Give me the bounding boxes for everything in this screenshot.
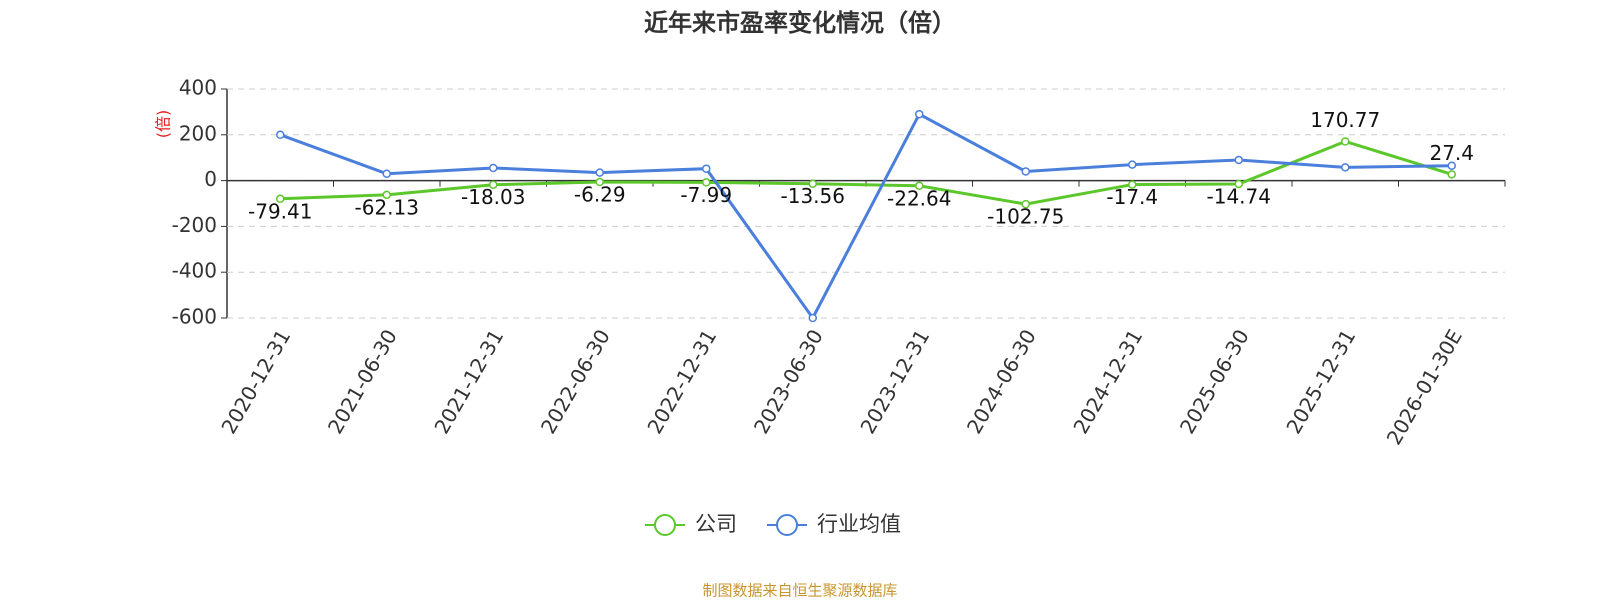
x-tick-label: 2025-12-31 bbox=[1281, 325, 1360, 438]
data-label: -62.13 bbox=[355, 195, 419, 219]
data-point bbox=[595, 168, 604, 177]
data-point bbox=[1021, 167, 1030, 176]
data-label: -6.29 bbox=[574, 183, 626, 207]
x-tick-label: 2024-12-31 bbox=[1068, 325, 1147, 438]
data-point bbox=[382, 169, 391, 178]
data-point bbox=[808, 313, 817, 323]
y-tick-label: 400 bbox=[179, 76, 217, 100]
data-point bbox=[915, 109, 924, 119]
source-note: 制图数据来自恒生聚源数据库 bbox=[702, 582, 897, 600]
series-line bbox=[280, 139, 1453, 206]
chart-title: 近年来市盈率变化情况（倍） bbox=[644, 9, 956, 37]
data-label: -17.4 bbox=[1106, 185, 1158, 209]
y-tick-label: 0 bbox=[204, 167, 217, 191]
data-point bbox=[276, 194, 285, 204]
legend-label: 行业均值 bbox=[817, 512, 901, 536]
data-point bbox=[276, 130, 285, 140]
x-tick-label: 2022-06-30 bbox=[536, 325, 615, 438]
x-tick-label: 2022-12-31 bbox=[642, 325, 721, 438]
data-label: -7.99 bbox=[680, 183, 732, 207]
data-point bbox=[702, 178, 711, 187]
data-label: -79.41 bbox=[248, 199, 312, 223]
data-label: -18.03 bbox=[461, 185, 525, 209]
legend-marker bbox=[654, 514, 676, 536]
data-label: -102.75 bbox=[987, 205, 1064, 229]
y-axis-label: (倍) bbox=[154, 110, 173, 139]
data-label: 170.77 bbox=[1310, 108, 1380, 132]
data-label: -22.64 bbox=[887, 186, 951, 210]
x-tick-label: 2023-12-31 bbox=[855, 325, 934, 438]
legend-label: 公司 bbox=[695, 512, 737, 536]
data-label: -14.74 bbox=[1207, 184, 1271, 208]
data-point bbox=[489, 163, 498, 173]
data-label: -13.56 bbox=[781, 184, 845, 208]
data-point bbox=[1021, 199, 1030, 209]
data-point bbox=[595, 177, 604, 187]
x-tick-label: 2021-06-30 bbox=[323, 325, 402, 438]
x-tick-label: 2024-06-30 bbox=[962, 325, 1041, 438]
data-point bbox=[489, 180, 498, 189]
data-point bbox=[1234, 179, 1243, 189]
y-tick-label: -600 bbox=[172, 305, 217, 329]
series-line bbox=[279, 112, 1452, 321]
data-point bbox=[1341, 163, 1350, 172]
legend-marker bbox=[776, 514, 798, 536]
x-tick-label: 2023-06-30 bbox=[749, 325, 828, 438]
data-label: 27.4 bbox=[1429, 141, 1474, 165]
y-tick-label: -400 bbox=[172, 259, 217, 283]
x-tick-label: 2025-06-30 bbox=[1175, 325, 1254, 438]
data-point bbox=[808, 179, 817, 188]
data-point bbox=[915, 181, 924, 191]
data-point bbox=[1447, 170, 1456, 179]
data-point bbox=[1341, 137, 1350, 146]
data-point bbox=[1128, 160, 1137, 169]
data-point bbox=[1128, 180, 1137, 189]
x-tick-label: 2026-01-30E bbox=[1382, 325, 1467, 449]
y-tick-label: -200 bbox=[172, 213, 217, 237]
x-tick-label: 2020-12-31 bbox=[216, 325, 295, 438]
data-point bbox=[1447, 161, 1456, 170]
data-point bbox=[1234, 155, 1243, 165]
y-tick-label: 200 bbox=[179, 121, 217, 145]
data-point bbox=[702, 164, 711, 173]
data-point bbox=[382, 190, 391, 200]
x-tick-label: 2021-12-31 bbox=[429, 325, 508, 438]
